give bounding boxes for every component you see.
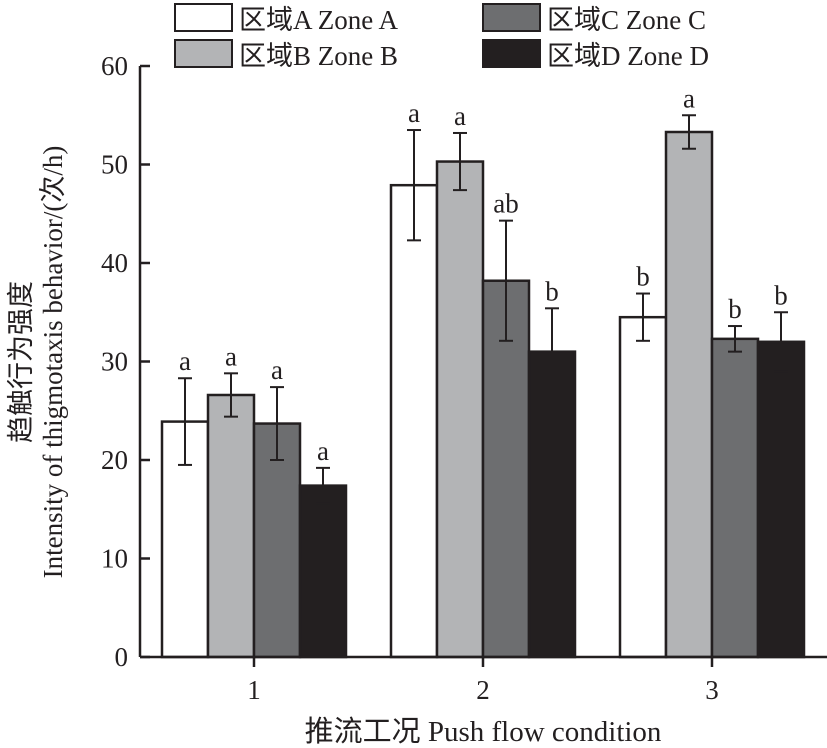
x-tick-label: 3 xyxy=(705,675,719,705)
legend-swatch xyxy=(174,39,233,68)
x-tick-label: 2 xyxy=(476,675,490,705)
significance-label: a xyxy=(408,98,420,128)
bar-0-1 xyxy=(389,183,439,659)
y-tick-label: 10 xyxy=(101,544,128,574)
y-tick-label: 50 xyxy=(101,150,128,180)
y-axis-label-cn: 趋触行为强度 xyxy=(6,281,36,443)
x-tick-label: 1 xyxy=(247,675,261,705)
bar-3-1 xyxy=(527,350,577,659)
y-tick-label: 30 xyxy=(101,347,128,377)
legend: 区域A Zone A 区域B Zone B 区域C Zone C 区域D Zone D xyxy=(174,3,709,71)
significance-label: ab xyxy=(493,189,518,219)
y-tick-label: 60 xyxy=(101,51,128,81)
bar-2-2 xyxy=(710,337,760,659)
bar-1-2 xyxy=(664,130,714,659)
bar-1-0 xyxy=(206,393,256,659)
significance-label: a xyxy=(271,355,283,385)
y-tick-label: 20 xyxy=(101,445,128,475)
significance-label: b xyxy=(728,294,742,324)
y-axis-label: Intensity of thigmotaxis behavior/(次/h) xyxy=(38,146,68,579)
significance-label: a xyxy=(179,346,191,376)
significance-label: a xyxy=(683,83,695,113)
significance-label: a xyxy=(454,101,466,131)
bar-3-0 xyxy=(298,484,348,659)
significance-label: a xyxy=(317,436,329,466)
axes: 0 10 20 30 40 50 60 1 2 3 xyxy=(101,51,827,705)
legend-swatch xyxy=(482,3,541,32)
legend-swatch xyxy=(482,39,541,68)
significance-label: b xyxy=(636,262,650,292)
legend-swatch xyxy=(174,3,233,32)
legend-label: 区域D Zone D xyxy=(547,41,709,71)
bar-1-1 xyxy=(435,160,485,659)
significance-label: b xyxy=(545,276,559,306)
legend-label: 区域A Zone A xyxy=(239,5,398,35)
significance-label: a xyxy=(225,341,237,371)
bar-3-2 xyxy=(756,340,806,659)
legend-label: 区域B Zone B xyxy=(239,41,398,71)
legend-label: 区域C Zone C xyxy=(547,5,706,35)
significance-label: b xyxy=(774,280,788,310)
y-tick-label: 40 xyxy=(101,248,128,278)
y-tick-label: 0 xyxy=(115,642,129,672)
bar-0-2 xyxy=(618,315,668,659)
x-axis-label: 推流工况 Push flow condition xyxy=(305,715,662,748)
